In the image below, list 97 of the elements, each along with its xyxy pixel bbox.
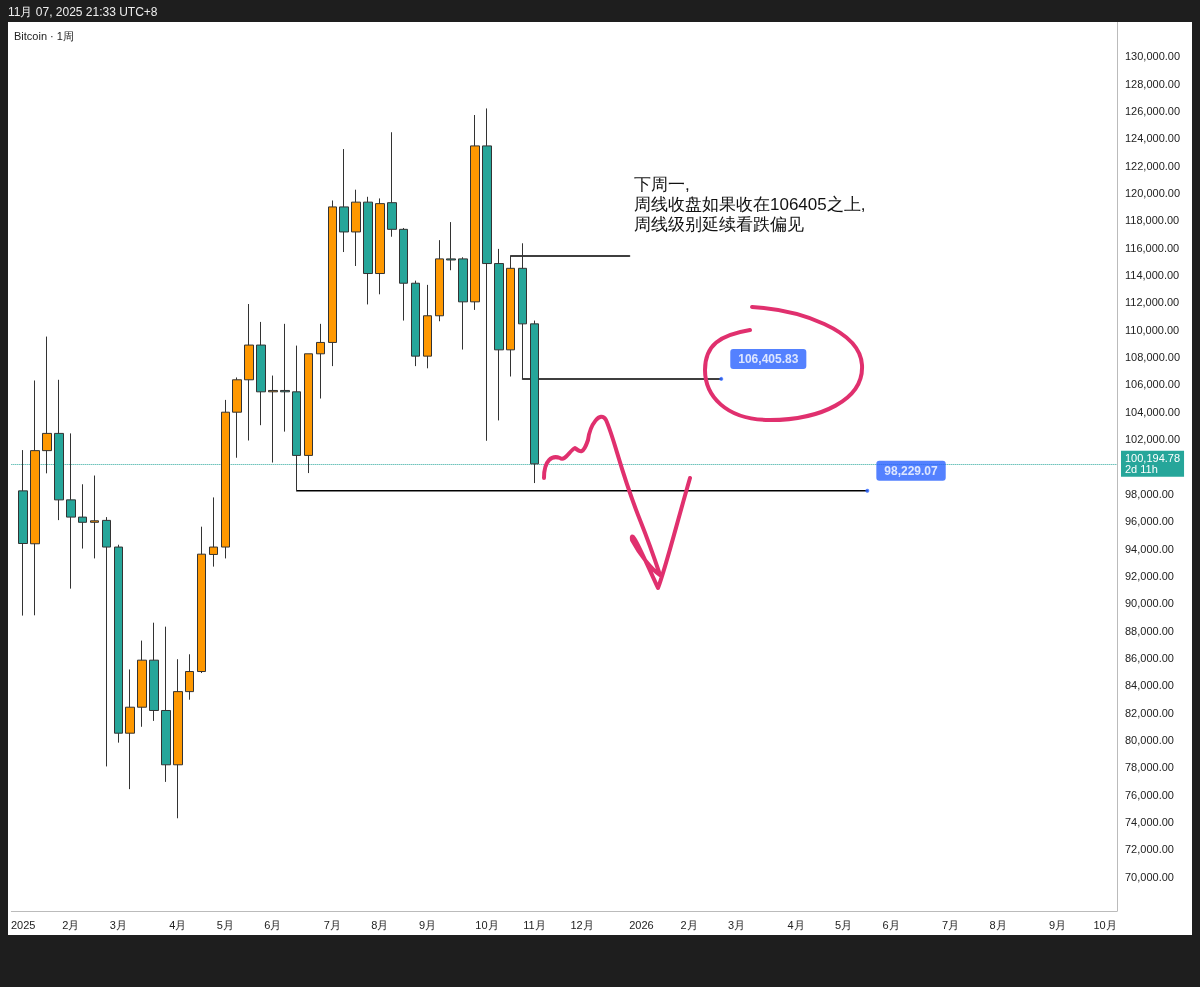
x-tick-label: 8月 <box>371 918 389 931</box>
candlestick <box>209 496 218 568</box>
candlestick <box>161 626 171 783</box>
x-tick-label: 8月 <box>989 918 1007 931</box>
chart-subtitle: 11月 07, 2025 21:33 UTC+8 <box>8 4 158 21</box>
y-tick-label: 96,000.00 <box>1125 515 1174 528</box>
candlestick <box>185 653 194 701</box>
candlestick <box>399 227 408 322</box>
y-tick-label: 70,000.00 <box>1125 870 1174 883</box>
x-tick-label: 5月 <box>216 918 234 931</box>
candlestick <box>244 303 254 442</box>
candlestick <box>446 221 456 271</box>
x-tick-label: 9月 <box>1048 918 1067 931</box>
candlestick <box>470 114 480 311</box>
x-tick-label: 3月 <box>728 918 746 931</box>
candlestick <box>304 353 313 474</box>
y-tick-label: 88,000.00 <box>1125 624 1174 637</box>
candlestick <box>387 131 397 238</box>
x-tick-label: 9月 <box>418 918 437 931</box>
y-tick-label: 114,000.00 <box>1125 269 1180 282</box>
candlestick <box>506 255 515 378</box>
y-tick-label: 94,000.00 <box>1125 542 1174 555</box>
candlestick <box>125 668 135 790</box>
candlestick <box>137 640 147 728</box>
x-tick-label: 2026 <box>629 918 654 931</box>
x-tick-label: 3月 <box>109 918 127 931</box>
ref-line-label: 100,194.78 2d 11h <box>1125 452 1181 476</box>
y-tick-label: 124,000.00 <box>1125 132 1181 145</box>
y-tick-label: 90,000.00 <box>1125 597 1174 610</box>
y-tick-label: 98,000.00 <box>1125 487 1174 500</box>
x-tick-label: 11月 <box>523 918 546 931</box>
candlestick <box>494 248 504 421</box>
y-tick-label: 82,000.00 <box>1125 706 1174 719</box>
x-tick-label: 4月 <box>169 918 187 931</box>
x-tick-label: 7月 <box>942 918 960 931</box>
y-tick-label: 130,000.00 <box>1125 50 1181 63</box>
candlestick <box>482 107 492 442</box>
candlestick <box>114 544 123 744</box>
y-tick-label: 128,000.00 <box>1125 77 1181 90</box>
candlestick <box>42 336 52 474</box>
x-tick-label: 10月 <box>475 918 499 931</box>
candlestick <box>173 658 183 819</box>
y-tick-label: 78,000.00 <box>1125 761 1174 774</box>
y-tick-label: 92,000.00 <box>1125 569 1174 582</box>
y-tick-label: 116,000.00 <box>1125 241 1180 254</box>
x-tick-label: 12月 <box>570 918 594 931</box>
candlestick <box>458 256 468 351</box>
y-tick-label: 106,000.00 <box>1125 378 1181 391</box>
candlestick <box>339 148 349 253</box>
y-tick-label: 110,000.00 <box>1125 323 1180 336</box>
x-tick-label: 6月 <box>882 918 900 931</box>
x-tick-label: 2025 <box>10 918 36 931</box>
y-tick-label: 118,000.00 <box>1125 214 1180 227</box>
text: Bitcoin · 1周 <box>14 29 74 42</box>
candlestick <box>363 196 373 305</box>
y-tick-label: 122,000.00 <box>1125 159 1181 172</box>
y-tick-label: 112,000.00 <box>1125 296 1180 309</box>
y-tick-label: 126,000.00 <box>1125 104 1181 117</box>
x-tick-label: 2月 <box>62 918 80 931</box>
y-tick-label: 104,000.00 <box>1125 405 1181 418</box>
candlestick <box>518 242 527 380</box>
x-tick-label: 10月 <box>1093 918 1117 931</box>
candlestick <box>197 526 206 674</box>
annotation: 98,229.07 <box>884 463 939 478</box>
candlestick <box>30 379 40 616</box>
x-tick-label: 6月 <box>264 918 282 931</box>
y-tick-label: 120,000.00 <box>1125 186 1181 199</box>
candlestick <box>411 280 420 367</box>
candlestick <box>232 376 242 459</box>
candlestick <box>149 622 159 722</box>
annotation: 106,405.83 <box>738 351 799 366</box>
y-tick-label: 86,000.00 <box>1125 651 1174 664</box>
candlestick <box>328 199 337 367</box>
candlestick <box>90 475 99 559</box>
y-tick-label: 108,000.00 <box>1125 351 1181 364</box>
y-tick-label: 76,000.00 <box>1125 788 1174 801</box>
x-tick-label: 4月 <box>787 918 805 931</box>
candlestick <box>351 189 361 267</box>
y-tick-label: 84,000.00 <box>1125 679 1174 692</box>
y-tick-label: 74,000.00 <box>1125 816 1174 829</box>
x-tick-label: 7月 <box>323 918 341 931</box>
x-tick-label: 5月 <box>835 918 853 931</box>
y-tick-label: 72,000.00 <box>1125 843 1174 856</box>
candlestick <box>375 197 385 295</box>
annotation: 下周一, 周线收盘如果收在106405之上, 周线级别延续看跌偏见 <box>634 174 866 234</box>
candlestick <box>316 323 325 400</box>
y-tick-label: 102,000.00 <box>1125 433 1181 446</box>
candlestick <box>221 399 230 559</box>
x-tick-label: 2月 <box>680 918 698 931</box>
candlestick <box>435 239 444 322</box>
candlestick <box>102 516 111 767</box>
candlestick <box>268 375 278 464</box>
y-tick-label: 80,000.00 <box>1125 734 1174 747</box>
candlestick <box>280 323 290 433</box>
candlestick <box>78 483 87 550</box>
candlestick <box>256 321 266 426</box>
candlestick <box>423 284 432 369</box>
